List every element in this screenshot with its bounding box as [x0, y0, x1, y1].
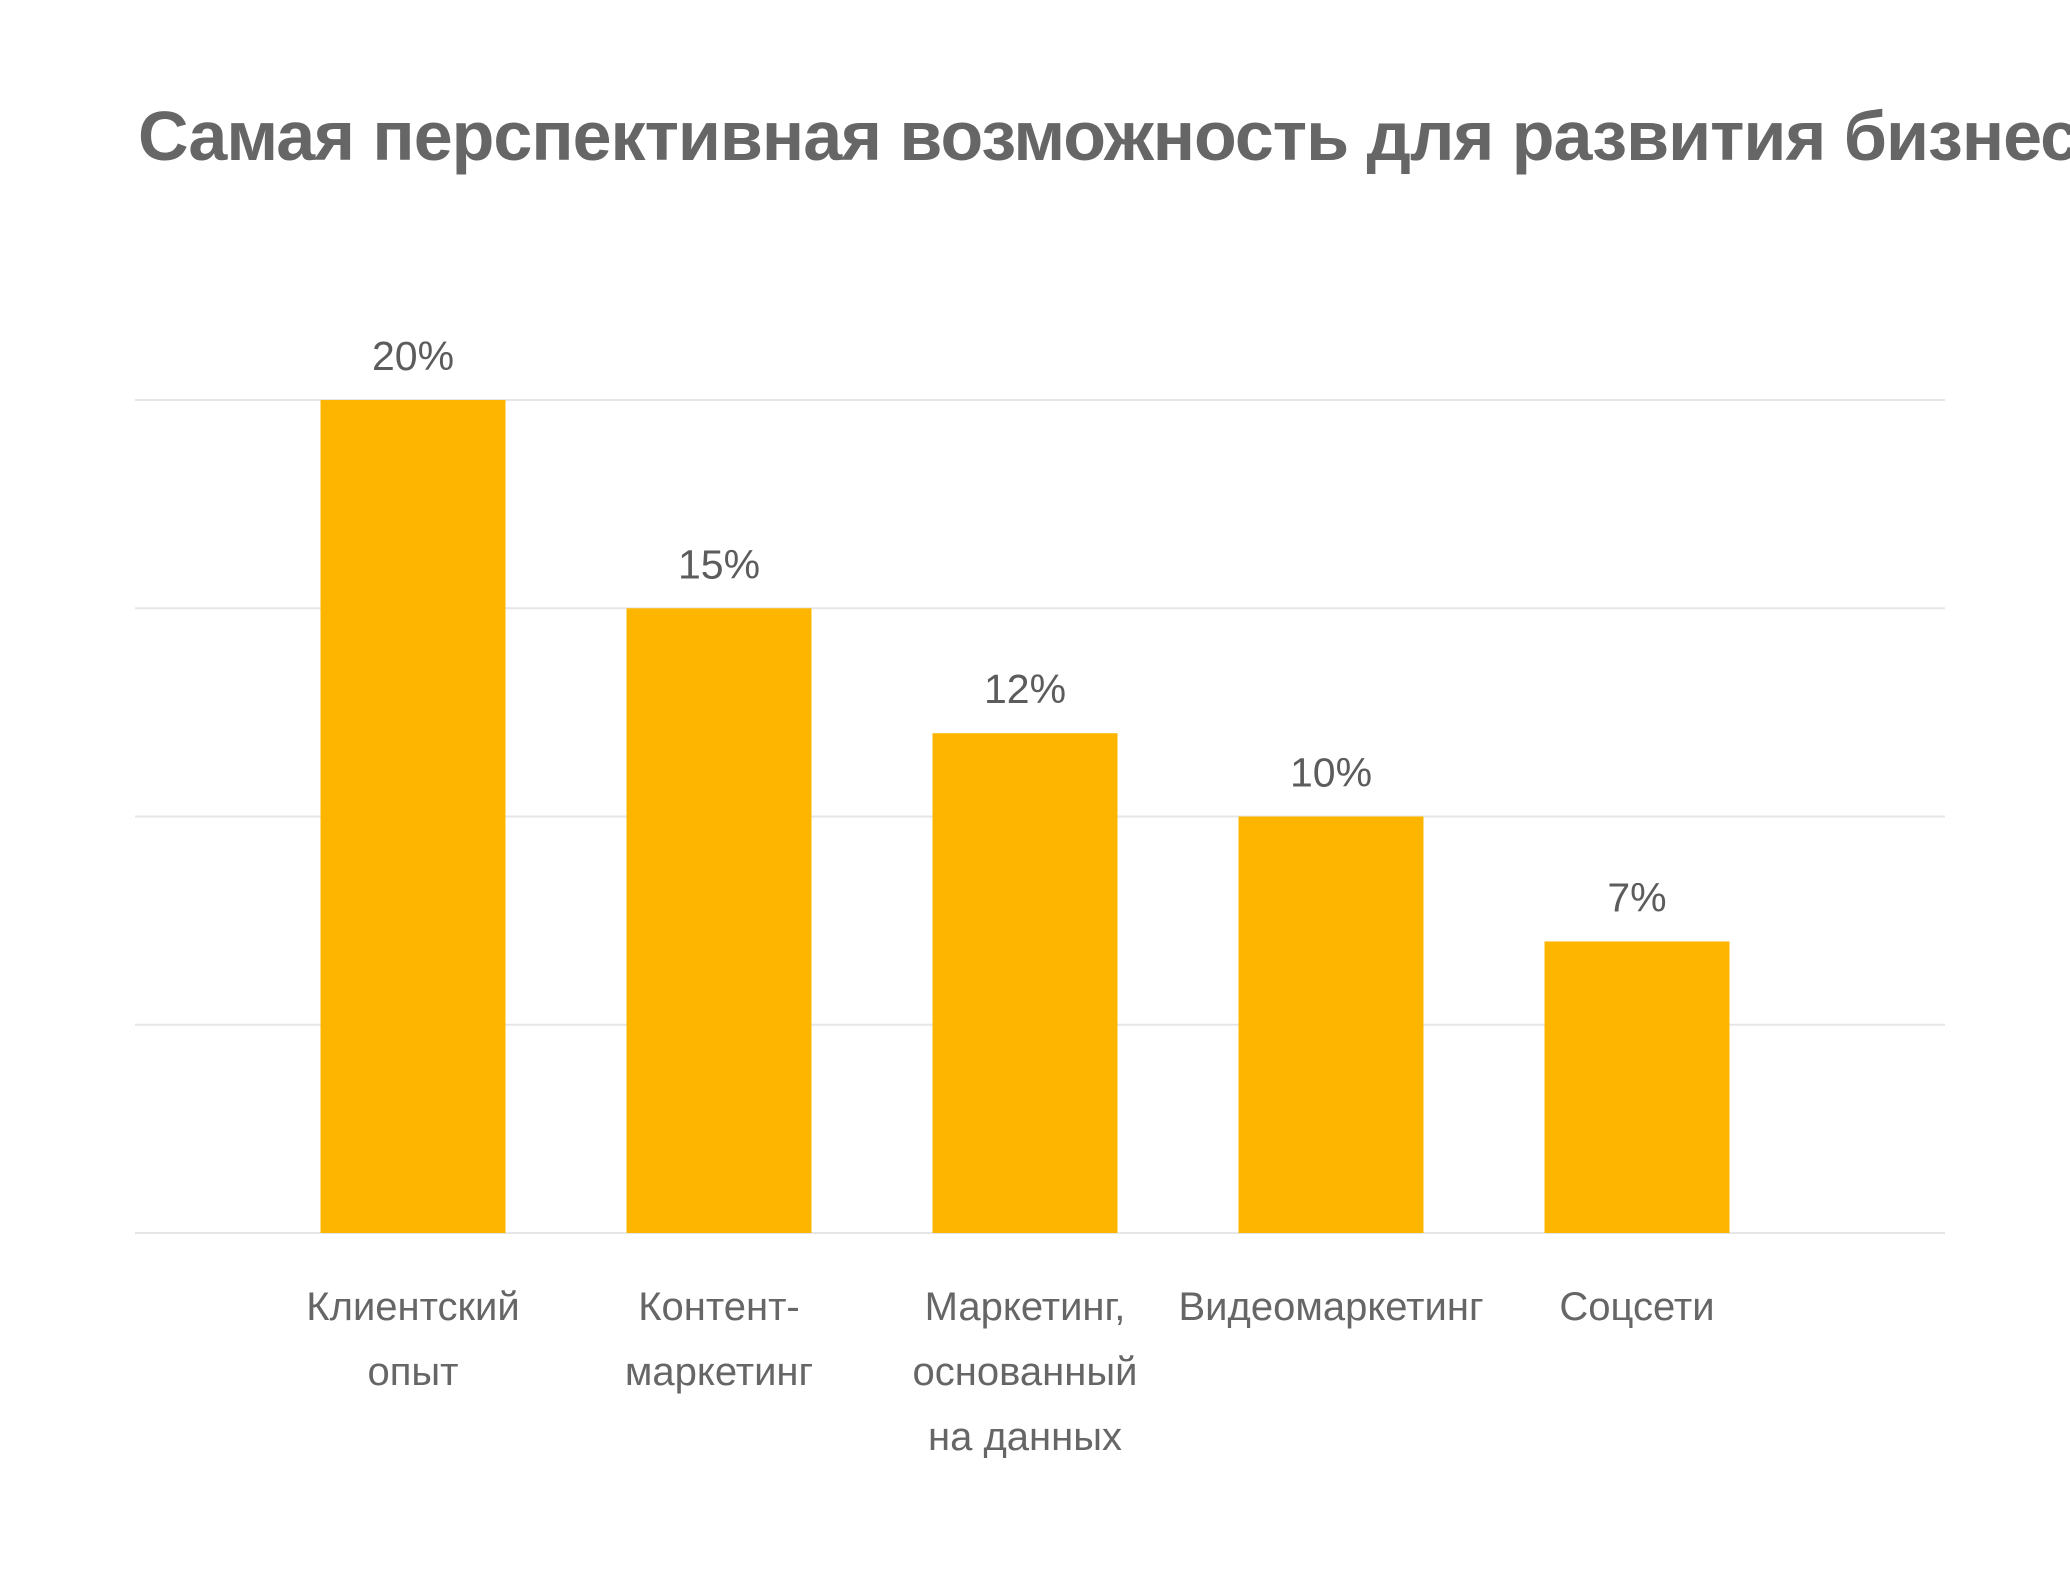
value-label: 7% [1607, 874, 1666, 920]
category-label-line: Контент- [638, 1285, 799, 1329]
bar [1238, 816, 1424, 1233]
value-label: 15% [678, 541, 760, 587]
category-label: Маркетинг, основанный на данных [913, 1285, 1138, 1459]
bar [626, 608, 812, 1233]
category-label: Контент-маркетинг [625, 1285, 813, 1394]
category-label-line: на данных [928, 1415, 1122, 1459]
category-label-line: маркетинг [625, 1350, 813, 1394]
bar [1544, 941, 1730, 1233]
bar [932, 733, 1118, 1233]
category-label-line: опыт [368, 1350, 459, 1394]
value-label: 10% [1290, 750, 1372, 796]
bars [320, 400, 1730, 1233]
category-label-line: Маркетинг, [925, 1285, 1126, 1329]
value-label: 20% [372, 333, 454, 379]
category-label-line: Клиентский [306, 1285, 519, 1329]
category-label-line: основанный [913, 1350, 1138, 1394]
category-labels: Клиентский опыт Контент-маркетинг Маркетинг… [306, 1285, 1714, 1459]
value-labels: 20% 15% 12% 10% 7% [372, 333, 1667, 920]
bar [320, 400, 506, 1233]
category-label: Соцсети [1559, 1285, 1714, 1329]
category-label: Клиентский опыт [306, 1285, 519, 1394]
category-label: Видеомаркетинг [1178, 1285, 1483, 1329]
value-label: 12% [984, 666, 1066, 712]
category-label-line: Видеомаркетинг [1178, 1285, 1483, 1329]
chart-title: Самая перспективная возможность для разв… [138, 97, 2070, 175]
category-label-line: Соцсети [1559, 1285, 1714, 1329]
